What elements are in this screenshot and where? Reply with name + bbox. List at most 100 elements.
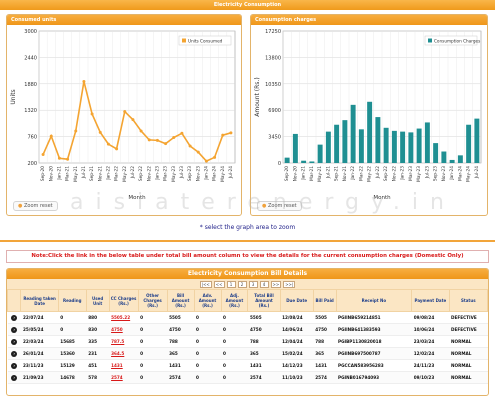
data-point[interactable] xyxy=(221,133,225,137)
table-cell: 787.5 xyxy=(109,335,139,348)
bar[interactable] xyxy=(391,130,397,163)
charges-zoom-reset-button[interactable]: ● Zoom reset xyxy=(257,201,302,211)
bar[interactable] xyxy=(408,132,414,163)
table-cell: 231 xyxy=(86,347,110,360)
data-point[interactable] xyxy=(180,131,184,135)
data-point[interactable] xyxy=(155,138,159,142)
data-point[interactable] xyxy=(82,79,86,83)
pager-page-1[interactable]: 1 xyxy=(226,280,236,288)
cc-charges-link[interactable]: 1431 xyxy=(111,363,123,368)
row-expand-cell: › xyxy=(7,323,21,336)
bar[interactable] xyxy=(449,159,455,163)
row-expand-cell: › xyxy=(7,371,21,384)
table-cell: 0 xyxy=(138,359,168,372)
pager-last-button[interactable]: >>| xyxy=(283,280,296,288)
data-point[interactable] xyxy=(49,134,53,138)
bar[interactable] xyxy=(334,124,340,163)
cc-charges-link[interactable]: 5505.22 xyxy=(111,315,131,320)
table-cell: 364.5 xyxy=(109,347,139,360)
table-cell: 2574 xyxy=(109,371,139,384)
pager-page-3[interactable]: 3 xyxy=(248,280,258,288)
expand-row-icon[interactable]: › xyxy=(11,326,18,333)
y-tick-label: 1320 xyxy=(24,108,37,114)
data-point[interactable] xyxy=(98,130,102,134)
bar[interactable] xyxy=(301,160,307,163)
data-point[interactable] xyxy=(115,147,119,151)
cc-charges-link[interactable]: 2574 xyxy=(111,375,123,380)
data-point[interactable] xyxy=(66,157,70,161)
table-header-row: Reading taken Date Reading Used Unit CC … xyxy=(7,289,488,312)
units-zoom-reset-button[interactable]: ● Zoom reset xyxy=(13,201,58,211)
x-tick-label: Jan-23 xyxy=(400,166,406,181)
x-tick-label: Mar-21 xyxy=(309,166,315,181)
x-tick-label: Mar-24 xyxy=(457,166,463,181)
cc-charges-link[interactable]: 364.5 xyxy=(111,351,125,356)
cc-charges-link[interactable]: 4750 xyxy=(111,327,123,332)
pager-page-2[interactable]: 2 xyxy=(237,280,247,288)
units-zoom-reset-label: Zoom reset xyxy=(23,203,53,209)
table-cell: 0 xyxy=(194,371,221,384)
bar[interactable] xyxy=(342,120,348,163)
data-point[interactable] xyxy=(139,129,143,133)
bar[interactable] xyxy=(317,144,323,163)
bar[interactable] xyxy=(466,124,472,163)
bar[interactable] xyxy=(325,131,331,163)
data-point[interactable] xyxy=(123,110,127,114)
bar[interactable] xyxy=(358,129,364,163)
bar[interactable] xyxy=(292,133,298,163)
pager-next-button[interactable]: >> xyxy=(270,280,282,288)
data-point[interactable] xyxy=(147,138,151,142)
data-point[interactable] xyxy=(41,153,45,157)
data-point[interactable] xyxy=(213,155,217,159)
expand-row-icon[interactable]: › xyxy=(11,338,18,345)
expand-row-icon[interactable]: › xyxy=(11,374,18,381)
pager-first-button[interactable]: |<< xyxy=(199,280,212,288)
y-axis-label: Units xyxy=(10,89,17,104)
bar[interactable] xyxy=(424,122,430,163)
data-point[interactable] xyxy=(90,112,94,116)
bar[interactable] xyxy=(284,157,290,163)
units-chart-panel: Consumed units 200 760 1320 1880 2440 3000 Sep… xyxy=(6,14,242,216)
bar[interactable] xyxy=(375,117,381,163)
expand-row-icon[interactable]: › xyxy=(11,314,18,321)
table-cell: PGIINB641383593 xyxy=(336,323,412,336)
table-cell: 0 xyxy=(221,323,248,336)
bar[interactable] xyxy=(457,155,463,163)
pager-prev-button[interactable]: << xyxy=(213,280,225,288)
x-tick-label: May-23 xyxy=(416,166,422,182)
y-tick-label: 760 xyxy=(27,135,37,141)
bar[interactable] xyxy=(367,101,373,163)
data-point[interactable] xyxy=(229,131,233,135)
data-point[interactable] xyxy=(188,144,192,148)
bar[interactable] xyxy=(441,151,447,163)
page-header: Electricity Consumption xyxy=(0,0,495,10)
units-chart-title: Consumed units xyxy=(7,15,241,25)
x-tick-label: Jul-21 xyxy=(81,166,87,179)
bar[interactable] xyxy=(433,143,439,163)
bar[interactable] xyxy=(309,161,315,163)
expand-row-icon[interactable]: › xyxy=(11,350,18,357)
table-cell: 4750 xyxy=(167,323,195,336)
col-header xyxy=(7,289,22,312)
bar[interactable] xyxy=(416,128,422,163)
data-point[interactable] xyxy=(74,129,78,133)
pager-page-4[interactable]: 4 xyxy=(259,280,269,288)
data-point[interactable] xyxy=(131,118,135,122)
bar[interactable] xyxy=(383,127,389,163)
bar[interactable] xyxy=(400,131,406,163)
bar[interactable] xyxy=(474,118,480,163)
x-tick-label: Sep-23 xyxy=(433,166,439,181)
bar[interactable] xyxy=(350,104,356,163)
data-point[interactable] xyxy=(57,156,61,160)
data-point[interactable] xyxy=(196,150,200,154)
expand-row-icon[interactable]: › xyxy=(11,362,18,369)
table-cell: 15129 xyxy=(58,359,87,372)
data-point[interactable] xyxy=(106,142,110,146)
cc-charges-link[interactable]: 787.5 xyxy=(111,339,125,344)
data-point[interactable] xyxy=(172,136,176,140)
units-chart[interactable]: 200 760 1320 1880 2440 3000 Sep-20 Nov-20 Jan-21… xyxy=(7,27,241,205)
table-cell: 0 xyxy=(221,359,248,372)
data-point[interactable] xyxy=(164,142,168,146)
data-point[interactable] xyxy=(204,159,208,163)
